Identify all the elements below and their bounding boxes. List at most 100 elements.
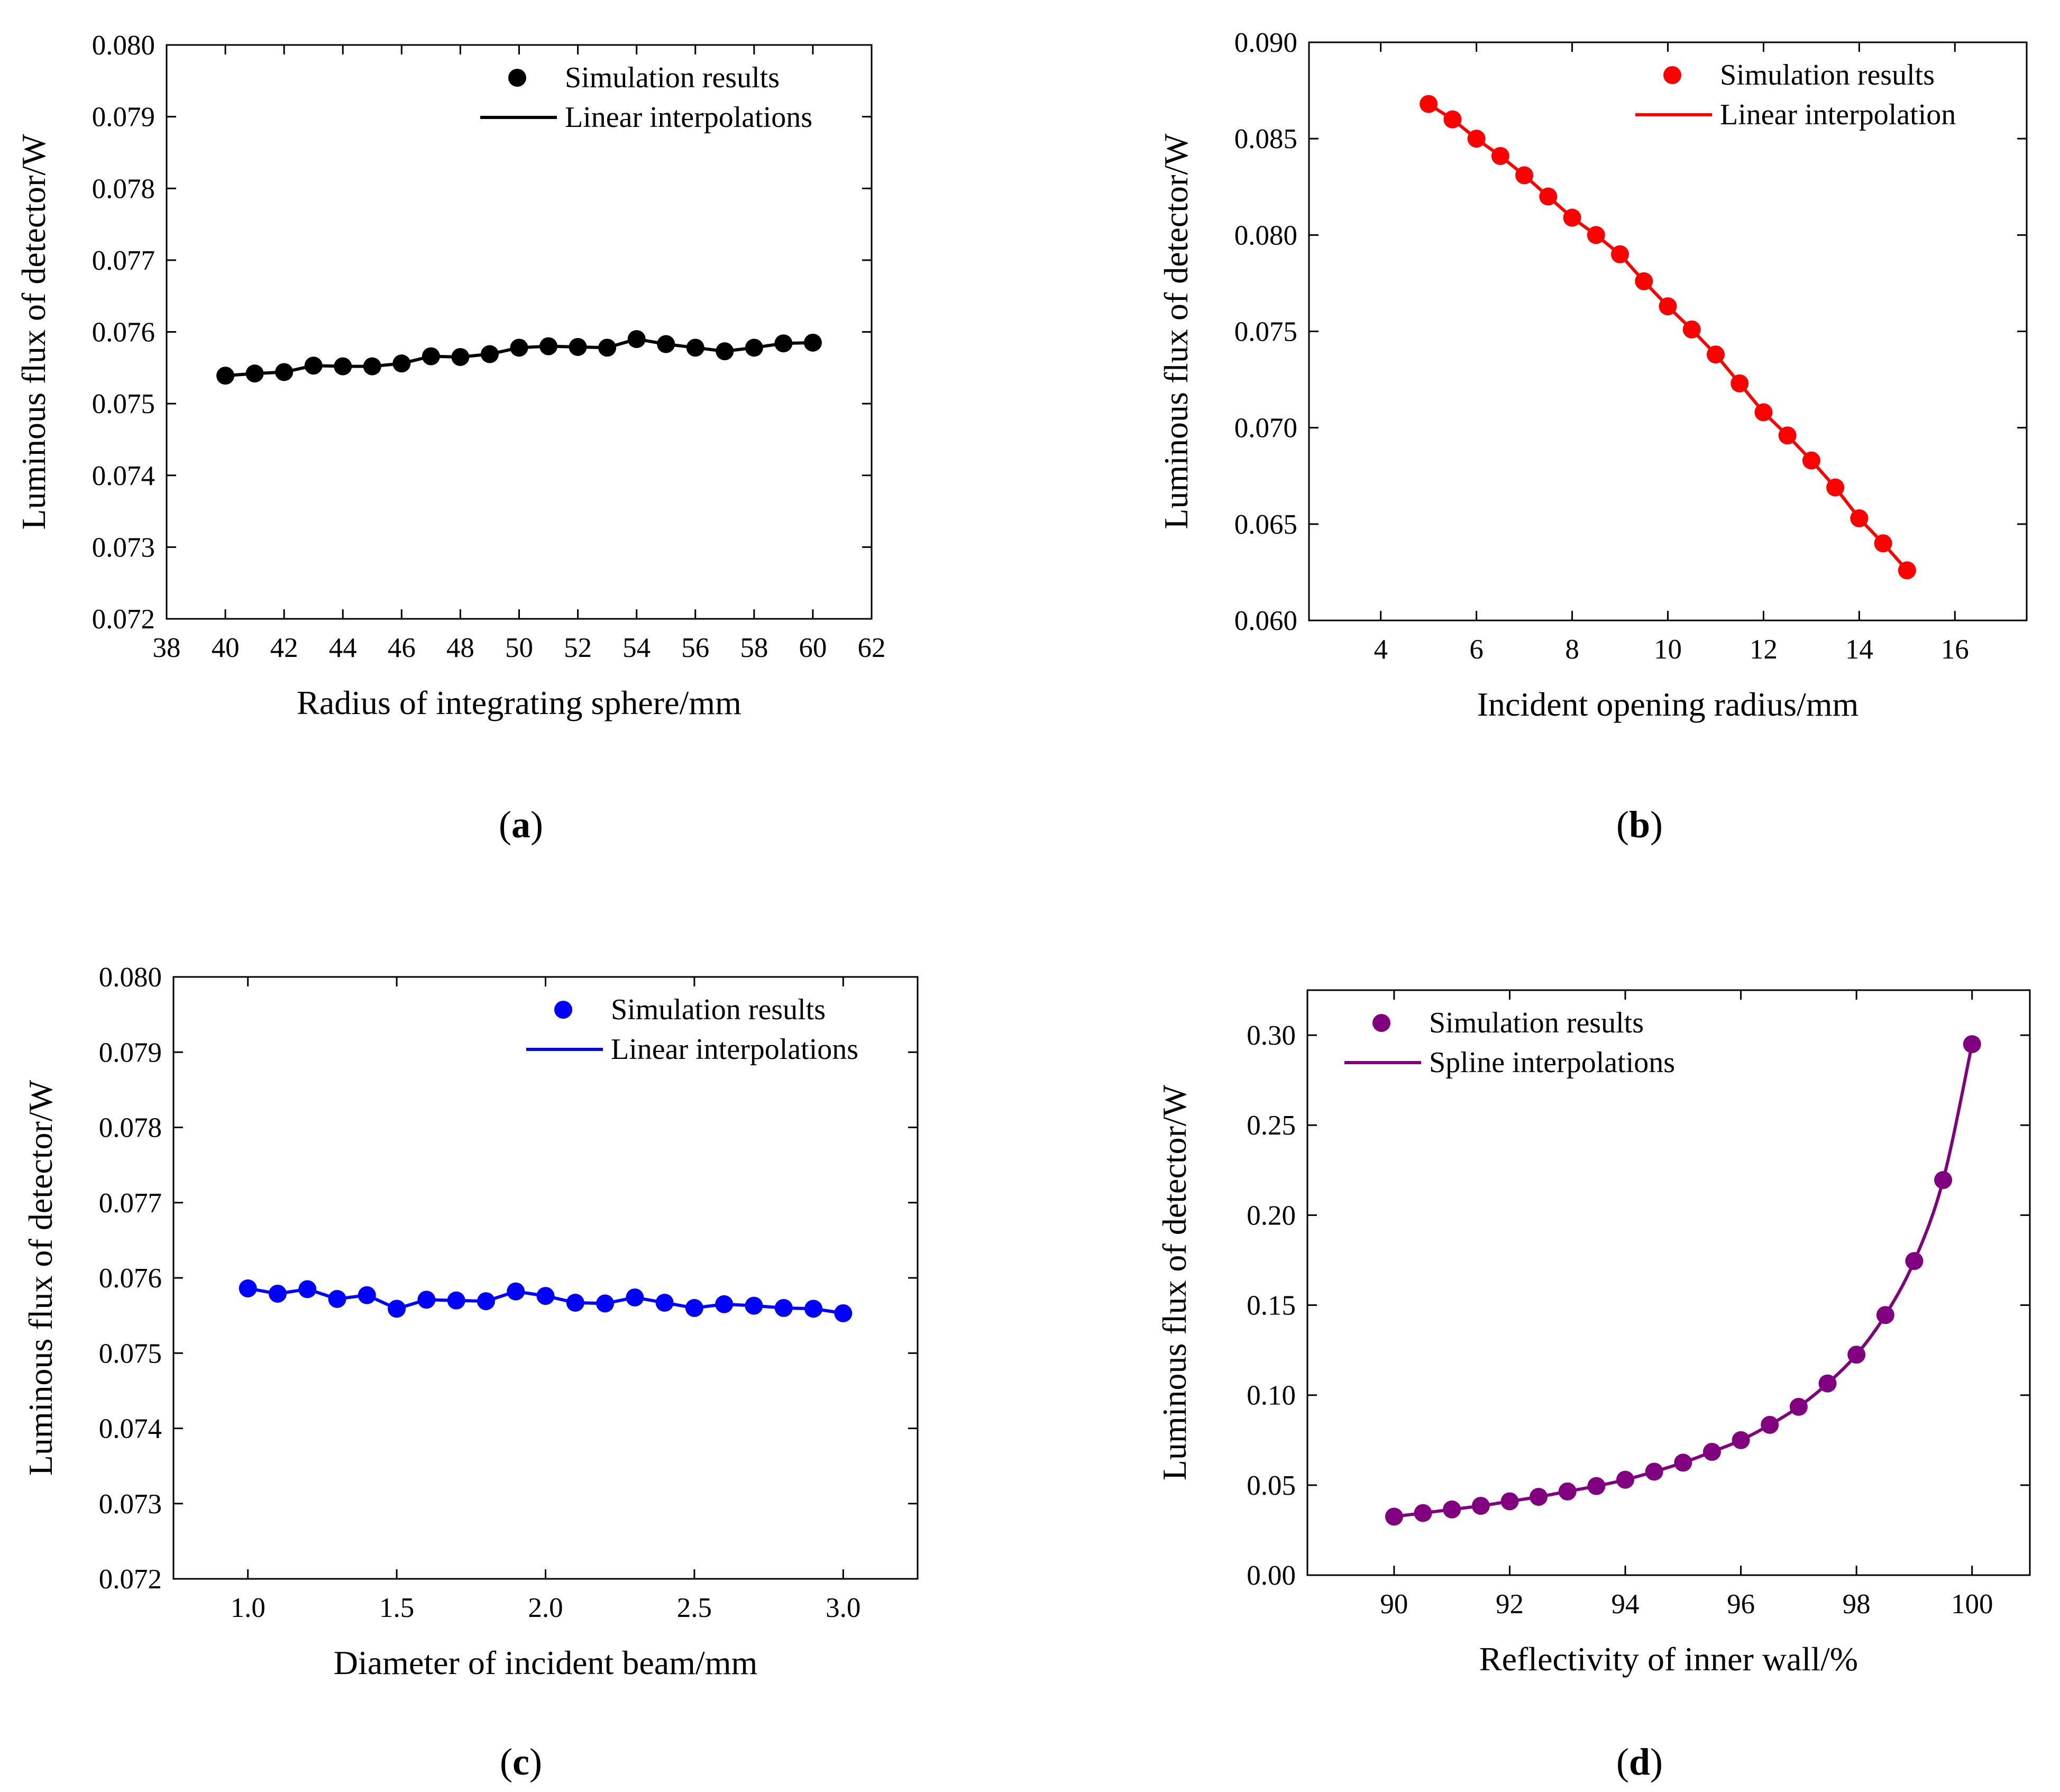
y-tick-label-c: 0.076	[99, 1263, 162, 1294]
legend-label-markers-b: Simulation results	[1720, 59, 1935, 92]
data-point-a	[245, 364, 264, 383]
y-tick-label-b: 0.085	[1234, 124, 1297, 154]
data-point-d	[1963, 1035, 1981, 1054]
legend-marker-a	[508, 69, 526, 87]
y-tick-label-c: 0.079	[99, 1037, 162, 1068]
data-point-b	[1802, 451, 1820, 470]
data-point-d	[1876, 1306, 1894, 1324]
data-point-d	[1674, 1453, 1692, 1472]
data-point-b	[1491, 147, 1509, 165]
data-point-c	[507, 1282, 525, 1301]
y-tick-label-b: 0.090	[1234, 28, 1297, 58]
x-tick-label-a: 46	[388, 633, 416, 663]
data-point-d	[1934, 1171, 1953, 1190]
caption-c: (c)	[500, 1741, 542, 1783]
y-tick-label-d: 0.00	[1247, 1560, 1296, 1591]
y-tick-label-a: 0.079	[92, 102, 155, 133]
x-tick-label-a: 38	[153, 633, 181, 663]
caption-b: (b)	[1616, 803, 1663, 846]
x-tick-label-c: 2.0	[528, 1593, 563, 1623]
data-point-a	[803, 333, 822, 352]
y-tick-label-c: 0.078	[99, 1113, 162, 1144]
x-tick-label-a: 50	[505, 633, 533, 663]
data-point-a	[480, 345, 499, 363]
legend-label-markers-d: Simulation results	[1429, 1007, 1644, 1039]
data-point-a	[275, 363, 294, 381]
x-tick-label-d: 94	[1612, 1589, 1640, 1620]
data-point-b	[1587, 226, 1605, 244]
data-point-d	[1530, 1487, 1548, 1506]
x-tick-label-d: 100	[1951, 1589, 1993, 1620]
data-point-d	[1818, 1374, 1837, 1393]
data-point-d	[1500, 1492, 1519, 1511]
data-point-a	[422, 347, 440, 365]
data-point-c	[358, 1286, 376, 1304]
data-point-a	[745, 339, 763, 357]
data-point-d	[1905, 1252, 1924, 1270]
data-point-b	[1611, 245, 1629, 263]
panel-a-chart: 38 40 42 44 46 48 50 52 54 56 58 60 62 0.072 0.073 0.07…	[15, 30, 886, 721]
data-point-b	[1467, 130, 1486, 148]
legend-label-line-b: Linear interpolation	[1720, 98, 1956, 131]
data-point-a	[216, 367, 235, 385]
data-point-d	[1732, 1431, 1750, 1449]
data-point-d	[1587, 1477, 1606, 1495]
data-point-a	[392, 354, 411, 373]
data-point-c	[328, 1290, 346, 1308]
x-tick-label-b: 6	[1469, 634, 1484, 665]
y-tick-label-a: 0.076	[92, 317, 155, 348]
data-point-c	[596, 1294, 615, 1313]
plot-frame-d	[1306, 989, 2031, 1576]
y-tick-label-d: 0.30	[1247, 1020, 1296, 1051]
data-point-a	[774, 334, 793, 353]
x-tick-label-d: 96	[1727, 1589, 1755, 1620]
x-tick-label-a: 40	[212, 633, 240, 663]
data-point-b	[1874, 534, 1892, 553]
legend-label-line-d: Spline interpolations	[1429, 1046, 1675, 1079]
x-tick-label-a: 54	[622, 633, 651, 663]
data-point-b	[1443, 110, 1462, 129]
x-tick-label-a: 62	[858, 633, 886, 663]
x-tick-label-b: 14	[1845, 634, 1873, 665]
y-tick-label-a: 0.077	[92, 245, 155, 276]
y-tick-label-b: 0.080	[1234, 220, 1297, 251]
y-tick-label-c: 0.074	[99, 1414, 162, 1444]
x-tick-label-a: 42	[270, 633, 298, 663]
data-point-b	[1778, 426, 1797, 445]
data-point-c	[239, 1279, 257, 1297]
x-tick-label-b: 12	[1750, 634, 1778, 665]
y-tick-label-d: 0.15	[1247, 1291, 1296, 1321]
x-tick-label-c: 1.0	[231, 1593, 265, 1623]
x-tick-label-a: 58	[740, 633, 768, 663]
caption-c-letter: c	[512, 1741, 529, 1783]
data-point-c	[834, 1304, 853, 1322]
y-tick-label-c: 0.075	[99, 1338, 162, 1369]
data-point-b	[1515, 166, 1534, 185]
plot-frame-c	[172, 976, 919, 1580]
data-point-c	[774, 1299, 793, 1317]
x-tick-label-c: 2.5	[677, 1593, 712, 1623]
caption-d: (d)	[1616, 1741, 1663, 1783]
x-tick-label-a: 44	[329, 633, 357, 663]
data-point-a	[627, 330, 646, 349]
y-tick-label-a: 0.078	[92, 173, 155, 204]
caption-a: (a)	[499, 803, 543, 846]
x-tick-label-a: 56	[681, 633, 709, 663]
data-point-d	[1385, 1507, 1403, 1526]
y-tick-label-d: 0.05	[1247, 1470, 1296, 1501]
data-point-c	[804, 1300, 823, 1318]
x-tick-label-c: 1.5	[379, 1593, 414, 1623]
caption-b-letter: b	[1629, 803, 1650, 846]
x-axis-title-a: Radius of integrating sphere/mm	[297, 684, 741, 721]
data-point-b	[1682, 320, 1701, 339]
data-point-d	[1443, 1500, 1461, 1519]
data-point-b	[1635, 272, 1653, 290]
y-tick-label-c: 0.072	[99, 1564, 162, 1595]
y-axis-title-d: Luminous flux of detector/W	[1156, 1084, 1193, 1480]
series-line-d	[1394, 1044, 1974, 1519]
panel-b-chart: 4 6 8 10 12 14 16 0.060 0.065 0.070 0.075 0.080 0.08…	[1157, 28, 2028, 723]
data-point-a	[716, 342, 734, 361]
data-point-a	[451, 348, 470, 366]
data-point-a	[510, 339, 528, 357]
